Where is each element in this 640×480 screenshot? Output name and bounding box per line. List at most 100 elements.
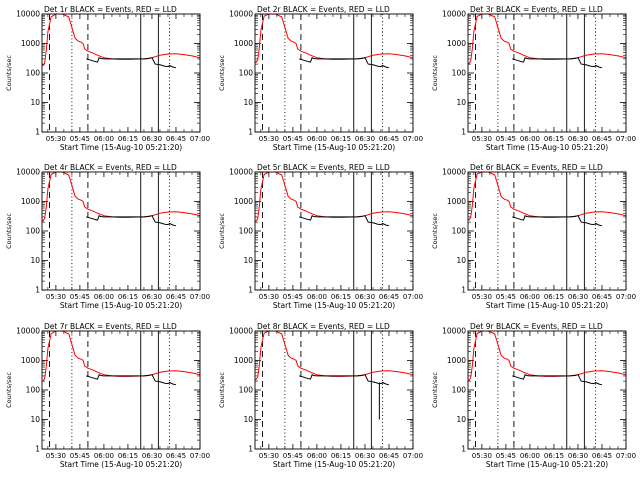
panel-title: Det 8r BLACK = Events, RED = LLD [257,322,390,331]
axes-frame [467,171,627,291]
x-axis-label: Start Time (15-Aug-10 05:21:20) [273,460,395,469]
axes-frame [41,171,201,291]
panel-title: Det 7r BLACK = Events, RED = LLD [44,322,177,331]
y-tick-label: 10000 [16,327,40,336]
x-tick-label: 05:45 [496,135,516,143]
x-tick-label: 07:00 [403,452,423,460]
x-tick-label: 05:45 [283,452,303,460]
x-tick-label: 07:00 [616,452,636,460]
x-axis-label: Start Time (15-Aug-10 05:21:20) [273,301,395,310]
x-tick-label: 06:15 [331,293,351,301]
axes-frame [254,13,414,133]
x-tick-label: 06:15 [118,135,138,143]
x-tick-label: 06:45 [166,293,186,301]
series-line-events [512,215,603,227]
series-line-lld [468,14,626,65]
plot-area [468,331,626,386]
y-axis-label: Counts/sec [5,55,13,91]
panel-title: Det 6r BLACK = Events, RED = LLD [470,163,603,172]
y-axis-label: Counts/sec [218,55,226,91]
y-tick-label: 1000 [447,197,466,206]
panel-title: Det 3r BLACK = Events, RED = LLD [470,5,603,14]
x-tick-label: 06:30 [568,452,588,460]
x-tick-label: 06:30 [142,135,162,143]
x-tick-label: 06:00 [307,135,327,143]
plot-area [42,331,200,386]
series-line-events [86,215,177,227]
y-tick-label: 1 [461,128,466,137]
x-tick-label: 06:45 [379,135,399,143]
plot-area [255,331,413,420]
y-tick-label: 1 [35,445,40,454]
panel-title: Det 4r BLACK = Events, RED = LLD [44,163,177,172]
y-tick-label: 1000 [21,39,40,48]
x-axis-label: Start Time (15-Aug-10 05:21:20) [273,143,395,152]
series-line-lld [42,331,200,382]
y-tick-label: 100 [26,69,41,78]
x-tick-label: 05:30 [472,135,492,143]
series-line-events [512,57,603,69]
x-tick-label: 06:00 [307,452,327,460]
series-line-lld [42,172,200,222]
panel-title: Det 2r BLACK = Events, RED = LLD [257,5,390,14]
y-tick-label: 10 [456,415,466,424]
y-tick-label: 100 [239,227,254,236]
series-line-events [86,374,177,386]
x-tick-label: 06:00 [520,135,540,143]
y-tick-label: 1000 [234,197,253,206]
panel-title: Det 5r BLACK = Events, RED = LLD [257,163,390,172]
y-tick-label: 10 [243,415,253,424]
x-tick-label: 05:30 [472,293,492,301]
x-tick-label: 05:45 [70,452,90,460]
x-axis-label: Start Time (15-Aug-10 05:21:20) [486,301,608,310]
series-line-lld [42,14,200,67]
y-tick-label: 10000 [229,10,253,19]
series-line-lld [255,331,413,381]
panel-1: Det 1r BLACK = Events, RED = LLD Counts/s… [5,5,210,152]
x-tick-label: 06:45 [379,293,399,301]
x-tick-label: 05:30 [46,293,66,301]
x-tick-label: 06:45 [166,135,186,143]
x-tick-label: 07:00 [616,293,636,301]
x-tick-label: 05:30 [46,135,66,143]
x-tick-label: 06:00 [307,293,327,301]
plot-area [468,14,626,69]
y-tick-label: 100 [239,386,254,395]
y-tick-label: 1000 [234,356,253,365]
y-tick-label: 10000 [229,168,253,177]
x-tick-label: 06:15 [331,452,351,460]
x-tick-label: 05:30 [259,135,279,143]
panel-title: Det 1r BLACK = Events, RED = LLD [44,5,177,14]
series-line-events [299,57,390,69]
x-tick-label: 06:45 [166,452,186,460]
y-axis-label: Counts/sec [218,372,226,408]
y-tick-label: 1 [35,286,40,295]
x-tick-label: 06:00 [94,452,114,460]
series-line-lld [468,172,626,221]
x-tick-label: 06:45 [592,293,612,301]
y-tick-label: 1 [461,286,466,295]
x-tick-label: 06:30 [568,135,588,143]
x-tick-label: 07:00 [616,135,636,143]
panel-3: Det 3r BLACK = Events, RED = LLD Counts/s… [431,5,636,152]
x-axis-label: Start Time (15-Aug-10 05:21:20) [60,143,182,152]
y-tick-label: 10 [30,98,40,107]
x-tick-label: 06:00 [94,135,114,143]
panel-8: Det 8r BLACK = Events, RED = LLD Counts/s… [218,322,423,469]
series-line-lld [255,14,413,63]
y-tick-label: 1 [248,128,253,137]
y-tick-label: 10000 [229,327,253,336]
x-tick-label: 06:15 [544,293,564,301]
x-tick-label: 06:30 [355,293,375,301]
x-tick-label: 05:30 [472,452,492,460]
y-tick-label: 1000 [447,356,466,365]
x-tick-label: 06:15 [118,293,138,301]
x-tick-label: 06:30 [142,293,162,301]
axes-frame [254,171,414,291]
y-axis-label: Counts/sec [431,372,439,408]
y-tick-label: 10000 [16,10,40,19]
plot-area [468,172,626,227]
x-tick-label: 05:30 [46,452,66,460]
panel-6: Det 6r BLACK = Events, RED = LLD Counts/s… [431,163,636,310]
x-tick-label: 05:45 [496,452,516,460]
